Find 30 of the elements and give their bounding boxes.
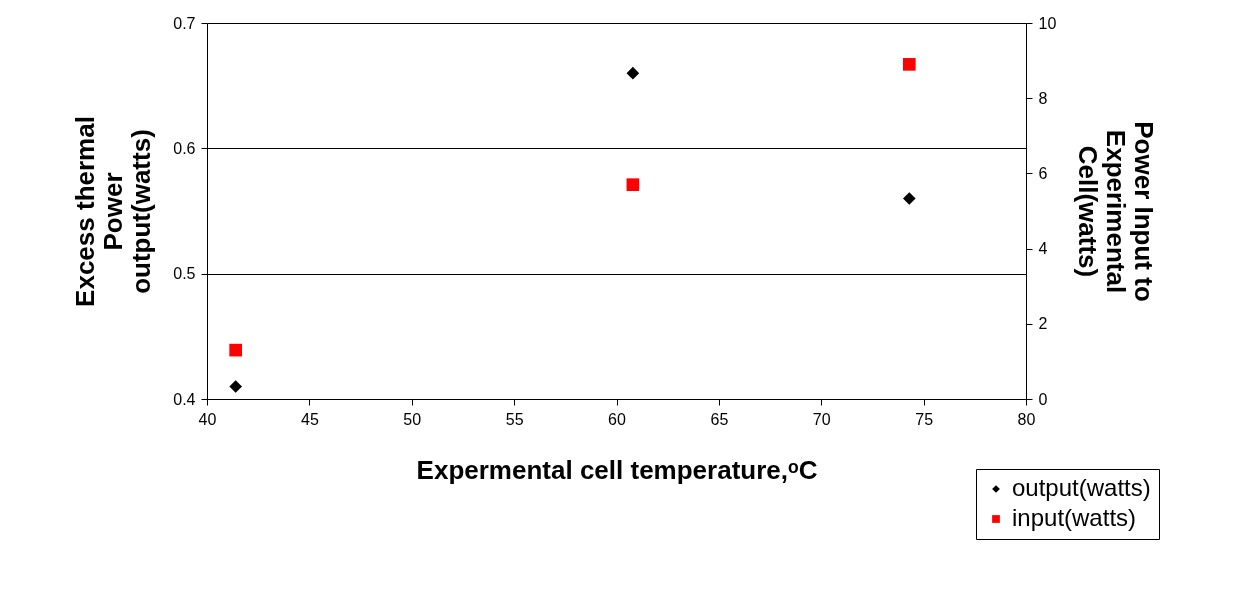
y-tick-label: 0.5	[173, 265, 196, 283]
point	[229, 343, 242, 357]
x-tick-label: 55	[505, 410, 524, 428]
x-tick-label: 45	[300, 410, 319, 428]
legend-label: input(watts)	[1012, 504, 1137, 531]
point	[626, 178, 640, 191]
x-tick-label: 70	[812, 410, 831, 428]
y-tick-label: 0.6	[173, 139, 196, 157]
y2-axis-title: Power Input to Experimental Cell(watts)	[1073, 121, 1160, 302]
y2-tick-label: 6	[1038, 164, 1048, 182]
point	[626, 66, 640, 80]
x-tick-label: 75	[915, 410, 934, 428]
x-tick-label: 50	[403, 410, 422, 428]
point	[229, 380, 242, 393]
legend-label: output(watts)	[1012, 474, 1151, 501]
y-tick-label: 0.7	[173, 14, 196, 32]
y-axis-title: Excess thermal Power output(watts)	[70, 116, 157, 307]
x-tick-label: 40	[198, 410, 217, 428]
x-tick-label: 65	[710, 410, 729, 428]
x-axis-title: Expermental cell temperature,ᵒC	[416, 454, 818, 485]
x-tick-label: 60	[608, 410, 626, 428]
y2-tick-label: 2	[1038, 315, 1048, 333]
y2-tick-label: 8	[1038, 89, 1048, 107]
x-tick-label: 80	[1017, 410, 1036, 428]
y2-tick-label: 4	[1038, 240, 1048, 258]
y2-tick-label: 0	[1038, 390, 1048, 408]
y-tick-label: 0.4	[173, 390, 196, 408]
point	[902, 192, 916, 205]
point	[902, 58, 916, 71]
y2-tick-label: 10	[1038, 14, 1057, 32]
